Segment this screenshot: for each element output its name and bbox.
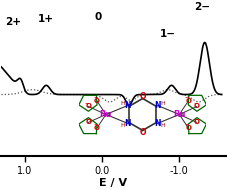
Text: 2−: 2− <box>194 2 210 12</box>
X-axis label: E / V: E / V <box>99 178 128 188</box>
Text: 2+: 2+ <box>5 17 21 27</box>
Text: 1+: 1+ <box>38 14 54 24</box>
Text: 1−: 1− <box>160 29 176 40</box>
Text: 0: 0 <box>94 12 102 22</box>
